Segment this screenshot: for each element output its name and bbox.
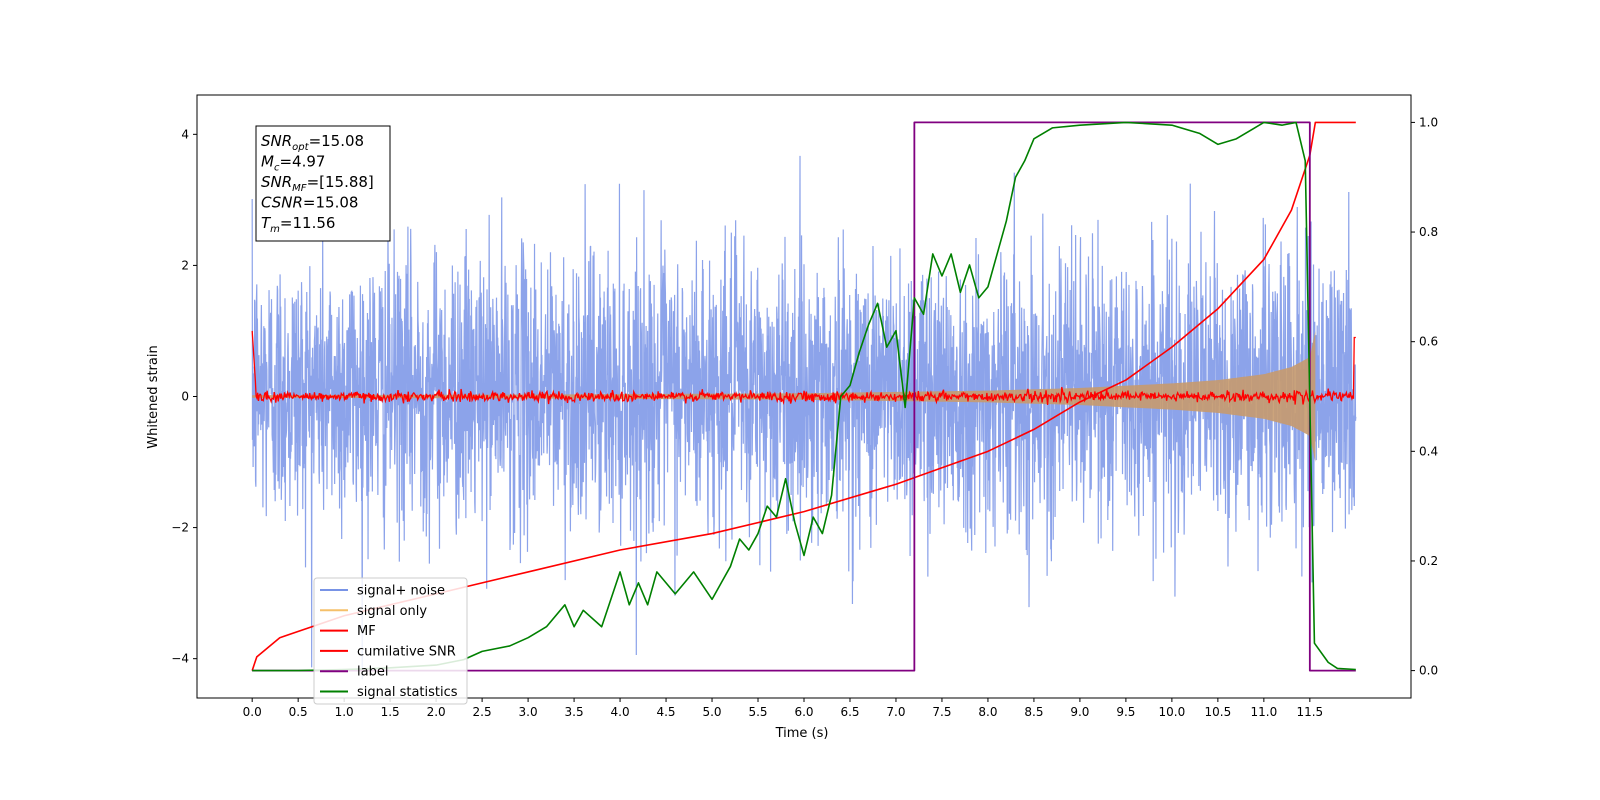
- x-tick-label: 9.0: [1070, 705, 1089, 719]
- legend-label: cumilative SNR: [357, 644, 456, 659]
- x-tick-label: 1.0: [335, 705, 354, 719]
- y-axis-label: Whitened strain: [146, 345, 161, 448]
- x-tick-label: 6.0: [794, 705, 813, 719]
- series-mf: [251, 330, 1356, 405]
- x-tick-label: 9.5: [1116, 705, 1135, 719]
- y-left-tick-label: 4: [181, 127, 189, 141]
- x-tick-label: 2.5: [473, 705, 492, 719]
- x-tick-label: 11.0: [1250, 705, 1277, 719]
- legend-label: signal statistics: [357, 685, 458, 700]
- x-tick-label: 5.0: [702, 705, 721, 719]
- legend-label: signal+ noise: [357, 584, 445, 599]
- y-left-tick-label: −4: [171, 652, 189, 666]
- legend-label: signal only: [357, 604, 427, 619]
- x-tick-label: 7.5: [932, 705, 951, 719]
- y-right-tick-label: 1.0: [1419, 115, 1438, 129]
- x-tick-label: 8.5: [1024, 705, 1043, 719]
- annotation-line: CSNR=15.08: [261, 194, 358, 212]
- annotation-line: SNRMF=[15.88]: [261, 173, 374, 194]
- y-left-tick-label: −2: [171, 521, 189, 535]
- legend-label: label: [357, 665, 388, 680]
- legend: signal+ noise signal only MF cumilative SNR…: [313, 577, 468, 705]
- legend-label: MF: [357, 624, 376, 639]
- annotation-frame: [255, 125, 391, 242]
- y-right-tick-label: 0.6: [1419, 335, 1438, 349]
- x-tick-label: 3.5: [565, 705, 584, 719]
- y-right-tick-label: 0.8: [1419, 225, 1438, 239]
- x-tick-label: 1.5: [381, 705, 400, 719]
- x-tick-label: 5.5: [748, 705, 767, 719]
- x-tick-label: 8.0: [978, 705, 997, 719]
- y-axis-left: −4 −2 0 2 4: [171, 127, 197, 666]
- x-axis-label: Time (s): [775, 726, 829, 741]
- x-axis: 0.0 0.5 1.0 1.5 2.0 2.5 3.0 3.5 4.0 4.5 5.0 5.5 6.0 6…: [243, 698, 1323, 719]
- x-tick-label: 0.5: [289, 705, 308, 719]
- x-tick-label: 3.0: [519, 705, 538, 719]
- annotation-line: SNRopt=15.08: [261, 132, 364, 153]
- x-tick-label: 10.0: [1159, 705, 1186, 719]
- series-signal-noise: [251, 155, 1357, 680]
- annotation-box: SNRopt=15.08Mc=4.97SNRMF=[15.88]CSNR=15.…: [255, 125, 391, 242]
- x-tick-label: 4.0: [611, 705, 630, 719]
- y-left-tick-label: 0: [181, 390, 189, 404]
- x-tick-label: 11.5: [1296, 705, 1323, 719]
- x-tick-label: 2.0: [427, 705, 446, 719]
- y-axis-right: 0.0 0.2 0.4 0.6 0.8 1.0: [1411, 115, 1438, 678]
- x-tick-label: 10.5: [1205, 705, 1232, 719]
- y-right-tick-label: 0.0: [1419, 664, 1438, 678]
- annotation-line: Tm=11.56: [261, 214, 335, 235]
- legend-frame: [313, 577, 468, 705]
- annotation-line: Mc=4.97: [261, 153, 325, 174]
- x-tick-label: 6.5: [840, 705, 859, 719]
- y-left-tick-label: 2: [181, 258, 189, 272]
- x-tick-label: 4.5: [656, 705, 675, 719]
- y-right-tick-label: 0.4: [1419, 444, 1438, 458]
- series-label: [252, 121, 1356, 672]
- x-tick-label: 7.0: [886, 705, 905, 719]
- x-tick-label: 0.0: [243, 705, 262, 719]
- series-signal-statistics: [252, 121, 1356, 672]
- y-right-tick-label: 0.2: [1419, 554, 1438, 568]
